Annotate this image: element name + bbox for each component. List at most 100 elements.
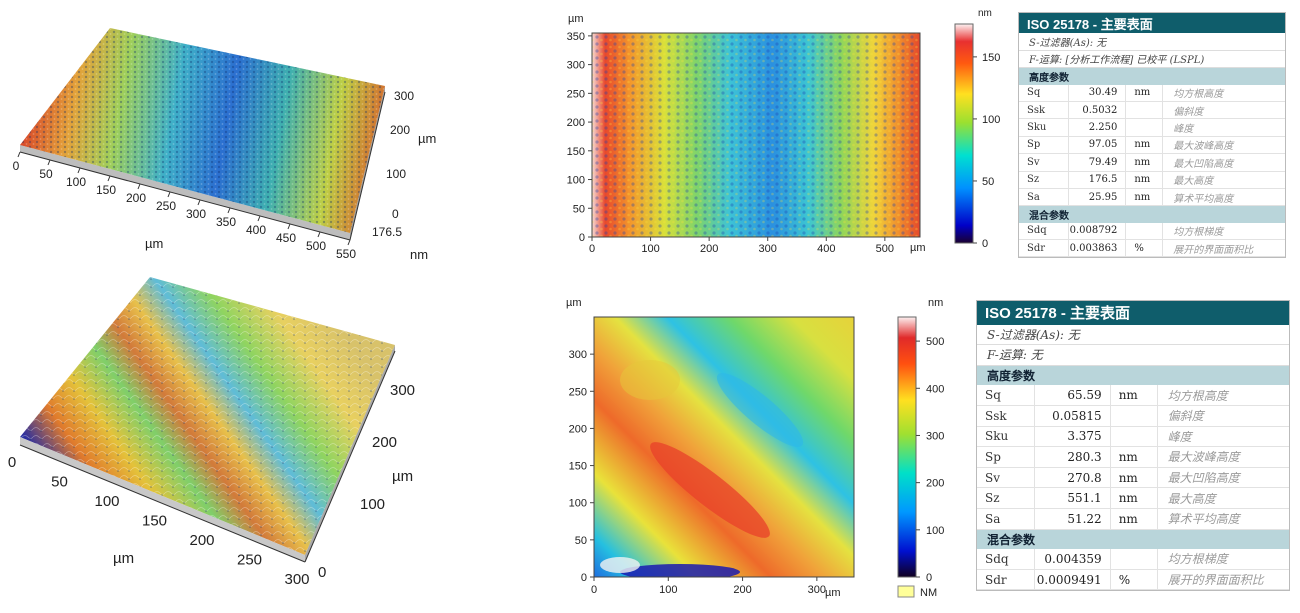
- tick-label: 350: [567, 31, 585, 43]
- param-name: Sq: [1019, 84, 1069, 101]
- colorbar-tick-label: 300: [926, 430, 944, 442]
- tick-label: 0: [591, 584, 597, 596]
- param-value: 0.05815: [1035, 405, 1111, 426]
- tick-label: 300: [759, 243, 777, 255]
- tick-label: 400: [246, 223, 266, 237]
- tick-label: 200: [569, 423, 587, 435]
- param-value: 65.59: [1035, 385, 1111, 405]
- tick-label: 300: [284, 571, 309, 588]
- param-name: Sz: [977, 488, 1036, 508]
- param-value: 176.5: [1069, 171, 1127, 188]
- colorbar-tick-label: 100: [982, 114, 1000, 126]
- colorbar-unit: nm: [928, 297, 943, 309]
- tick-label: 300: [567, 60, 585, 72]
- param-unit: nm: [1126, 188, 1164, 206]
- param-desc: 峰度: [1173, 124, 1194, 136]
- colorbar: [897, 316, 917, 578]
- tick-label: 500: [306, 239, 326, 253]
- table-row: Ssk 0.05815 偏斜度: [977, 405, 1289, 427]
- colorbar-tick-label: 0: [926, 572, 932, 584]
- param-desc: 算术平均高度: [1173, 193, 1234, 205]
- param-value: 0.0009491: [1035, 569, 1111, 590]
- param-value: 2.250: [1069, 119, 1127, 136]
- param-unit: [1126, 119, 1164, 136]
- colorbar-tick-label: 0: [982, 238, 988, 250]
- param-name: Sdq: [1019, 222, 1069, 240]
- param-unit: nm: [1126, 171, 1164, 188]
- surface3d-top: 0 50 100 150 200 250 300 350 400 450 500 550 0 100 20…: [13, 28, 436, 262]
- param-unit: %: [1126, 240, 1164, 257]
- tick-label: 200: [567, 117, 585, 129]
- tick-label: 200: [372, 434, 397, 451]
- param-value: 280.3: [1035, 447, 1111, 467]
- param-desc: 最大高度: [1173, 176, 1214, 188]
- param-desc: 偏斜度: [1173, 106, 1204, 118]
- param-name: Sa: [977, 508, 1036, 529]
- param-unit: nm: [1126, 154, 1164, 171]
- table-row: Sdq 0.004359 均方根梯度: [977, 549, 1289, 570]
- tick-label: 250: [567, 88, 585, 100]
- tick-label: 300: [569, 349, 587, 361]
- filter-line: F-运算: [分析工作流程] 已校平 (LSPL): [1019, 51, 1285, 69]
- param-name: Sp: [977, 447, 1036, 467]
- tick-label: 300: [390, 382, 415, 399]
- param-unit: [1126, 101, 1164, 119]
- filter-line: S-过滤器(As): 无: [977, 325, 1289, 346]
- surface3d-bottom: 0 50 100 150 200 250 300 0 100 200 300 µm µm: [8, 277, 415, 588]
- param-desc: 最大凹陷高度: [1167, 471, 1240, 486]
- y-unit-label: µm: [418, 131, 436, 146]
- param-value: 0.003863: [1069, 240, 1127, 257]
- param-value: 51.22: [1035, 508, 1111, 529]
- tick-label: 50: [575, 535, 587, 547]
- param-desc: 展开的界面面积比: [1167, 573, 1264, 588]
- param-name: Sa: [1019, 188, 1069, 206]
- filter-line: S-过滤器(As): 无: [1019, 33, 1285, 51]
- param-unit: nm: [1111, 385, 1158, 405]
- param-desc: 展开的界面面积比: [1173, 244, 1254, 256]
- table-row: Sp 97.05 nm 最大波峰高度: [1019, 136, 1285, 155]
- tick-label: 450: [276, 231, 296, 245]
- x-unit-label: µm: [825, 587, 841, 599]
- tick-label: 550: [336, 247, 356, 261]
- table-title: ISO 25178 - 主要表面: [1019, 13, 1285, 34]
- param-unit: [1126, 222, 1164, 240]
- param-name: Ssk: [977, 405, 1036, 426]
- param-desc: 均方根高度: [1167, 388, 1228, 403]
- tick-label: 200: [700, 243, 718, 255]
- x-tick: [227, 207, 231, 214]
- tick-label: 300: [808, 584, 826, 596]
- param-name: Sdq: [977, 549, 1036, 569]
- param-value: 551.1: [1035, 488, 1111, 508]
- param-desc: 算术平均高度: [1167, 512, 1240, 527]
- x-tick: [47, 159, 51, 166]
- table-row: Sdq 0.008792 均方根梯度: [1019, 222, 1285, 241]
- param-value: 79.49: [1069, 154, 1127, 171]
- iso-table-bottom: ISO 25178 - 主要表面 S-过滤器(As): 无 F-运算: 无高度参数 S…: [976, 300, 1290, 592]
- colorbar: [954, 23, 974, 244]
- tick-label: 0: [318, 564, 326, 581]
- param-name: Sv: [1019, 154, 1069, 171]
- z-unit-label: nm: [410, 247, 428, 262]
- tick-label: 50: [573, 203, 585, 215]
- y-unit-label: µm: [568, 13, 584, 25]
- tick-label: 100: [386, 167, 406, 181]
- param-desc: 最大波峰高度: [1167, 450, 1240, 465]
- param-desc: 峰度: [1167, 429, 1192, 444]
- tick-label: 500: [876, 243, 894, 255]
- colorbar-tick-label: 50: [982, 176, 994, 188]
- table-row: Sa 25.95 nm 算术平均高度: [1019, 188, 1285, 207]
- param-value: 0.008792: [1069, 222, 1127, 240]
- param-name: Sdr: [1019, 240, 1069, 257]
- param-value: 0.004359: [1035, 549, 1111, 569]
- param-value: 3.375: [1035, 426, 1111, 447]
- param-desc: 均方根梯度: [1167, 552, 1228, 567]
- param-unit: nm: [1111, 488, 1158, 508]
- table-row: Sa 51.22 nm 算术平均高度: [977, 508, 1289, 530]
- tick-label: 150: [567, 146, 585, 158]
- param-unit: %: [1111, 569, 1158, 590]
- table-row: Sdr 0.0009491% 展开的界面面积比: [977, 569, 1289, 591]
- section-header: 混合参数: [977, 529, 1289, 550]
- tick-label: 0: [8, 454, 16, 471]
- x-tick: [107, 175, 111, 182]
